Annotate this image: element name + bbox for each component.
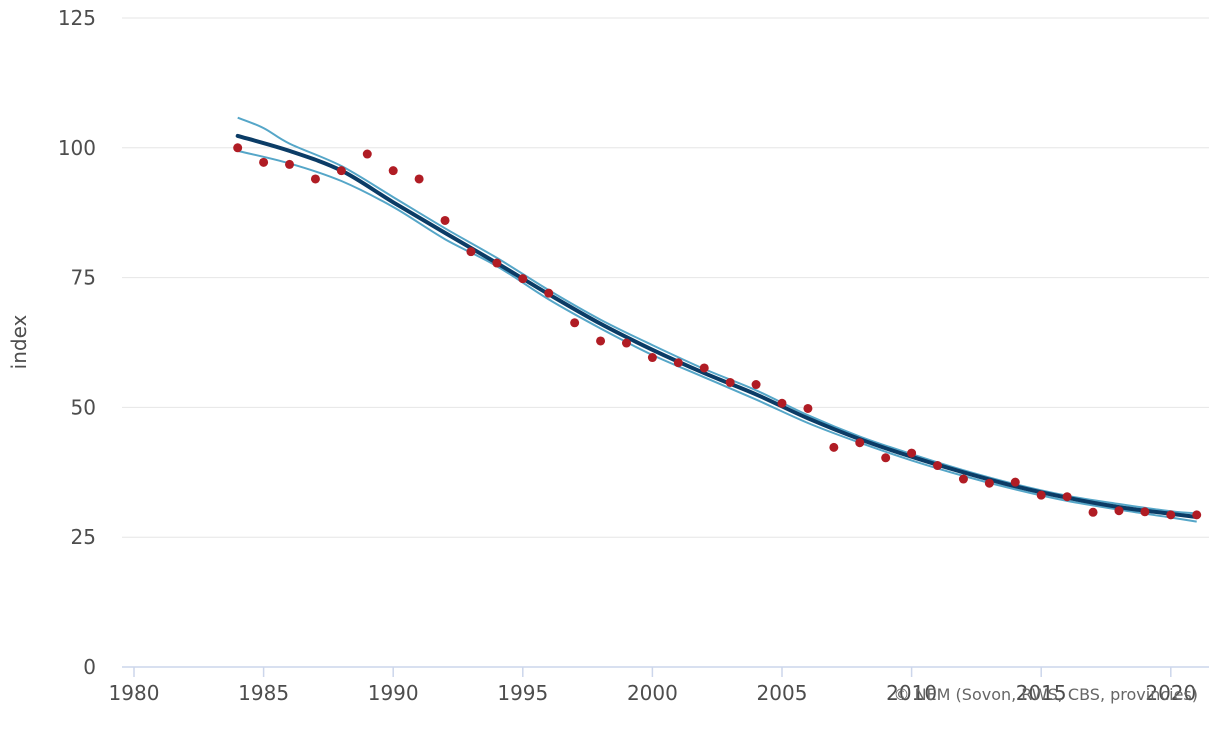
x-tick-label-2010: 2010 (886, 681, 937, 705)
y-tick-label-50: 50 (71, 395, 96, 419)
x-axis (122, 666, 1209, 677)
y-tick-label-25: 25 (71, 525, 96, 549)
data-point-1996 (544, 288, 554, 298)
x-tick-label-1980: 1980 (109, 681, 160, 705)
confidence-lower-line (237, 149, 1197, 523)
y-tick-label-100: 100 (58, 136, 96, 160)
data-point-2017 (1088, 507, 1098, 517)
data-point-2021 (1192, 510, 1202, 520)
data-point-2003 (725, 377, 735, 387)
y-axis-labels: 0 25 50 75 100 125 (58, 6, 96, 679)
data-point-1989 (362, 149, 372, 159)
data-point-2000 (647, 353, 657, 363)
data-point-1991 (414, 174, 424, 184)
data-point-2020 (1166, 510, 1176, 520)
y-tick-label-125: 125 (58, 6, 96, 30)
data-point-1985 (259, 157, 269, 167)
data-point-2019 (1140, 507, 1150, 517)
data-point-1995 (518, 274, 528, 284)
data-point-2006 (803, 403, 813, 413)
data-point-2008 (855, 438, 865, 448)
data-point-2015 (1036, 490, 1046, 500)
y-axis-title: index (7, 314, 31, 369)
y-tick-label-0: 0 (83, 655, 96, 679)
data-point-1994 (492, 258, 502, 268)
data-point-1998 (596, 336, 606, 346)
data-point-1986 (285, 159, 295, 169)
data-point-2018 (1114, 506, 1124, 516)
data-point-2011 (933, 461, 943, 471)
x-tick-label-2000: 2000 (627, 681, 678, 705)
data-point-2012 (958, 474, 968, 484)
data-point-2001 (673, 358, 683, 368)
data-point-1990 (388, 166, 398, 176)
data-point-1992 (440, 215, 450, 225)
x-tick-label-2020: 2020 (1145, 681, 1196, 705)
gridlines (122, 17, 1209, 538)
data-point-2002 (699, 363, 709, 373)
series (235, 116, 1199, 523)
data-point-2010 (907, 448, 917, 458)
confidence-upper-line (237, 116, 1197, 515)
y-tick-label-75: 75 (71, 266, 96, 290)
data-point-2004 (751, 380, 761, 390)
x-tick-label-1995: 1995 (497, 681, 548, 705)
data-point-1997 (570, 318, 580, 328)
credit-text: © NEM (Sovon, RWS, CBS, provincies) (893, 685, 1198, 704)
observed-points (233, 143, 1202, 520)
trend-line (235, 133, 1199, 519)
data-point-2009 (881, 453, 891, 463)
data-point-2013 (984, 478, 994, 488)
data-point-2005 (777, 398, 787, 408)
x-tick-label-2005: 2005 (757, 681, 808, 705)
data-point-1999 (621, 338, 631, 348)
data-point-1987 (310, 174, 320, 184)
data-point-2007 (829, 442, 839, 452)
x-tick-label-1990: 1990 (368, 681, 419, 705)
data-point-1984 (233, 143, 243, 153)
x-tick-label-1985: 1985 (238, 681, 289, 705)
data-point-1988 (336, 166, 346, 176)
x-axis-labels: 1980 1985 1990 1995 2000 2005 2010 2015 2020 (109, 681, 1197, 705)
data-point-2014 (1010, 477, 1020, 487)
x-tick-label-2015: 2015 (1016, 681, 1067, 705)
data-point-2016 (1062, 492, 1072, 502)
data-point-1993 (466, 247, 476, 257)
